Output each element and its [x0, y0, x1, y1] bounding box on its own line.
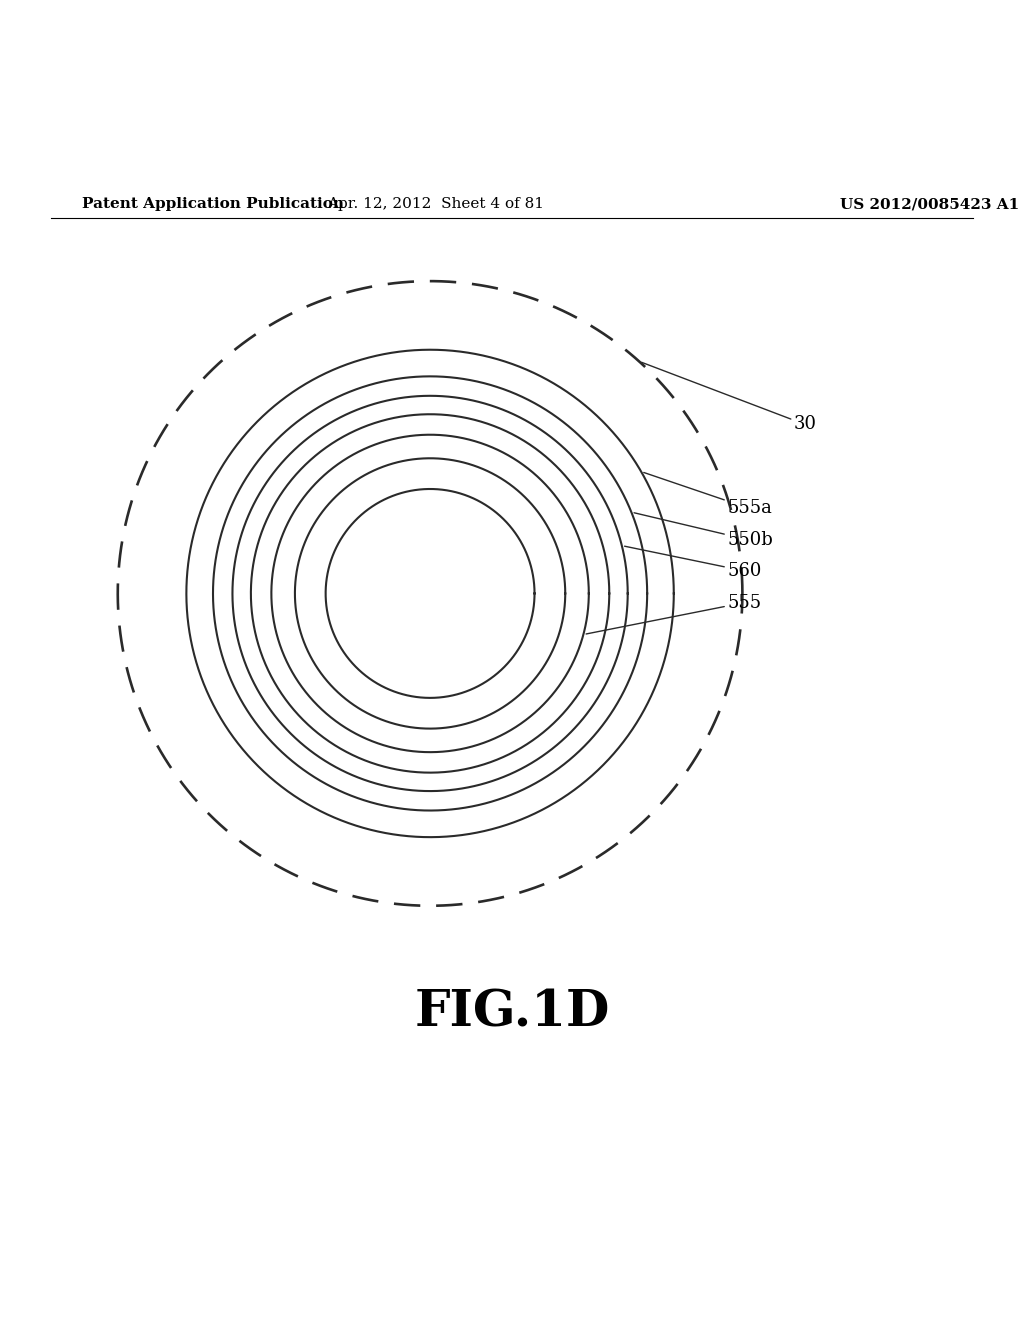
Text: 555: 555: [586, 594, 761, 634]
Text: US 2012/0085423 A1: US 2012/0085423 A1: [840, 197, 1019, 211]
Text: 555a: 555a: [644, 473, 772, 517]
Text: 550b: 550b: [634, 512, 773, 549]
Text: FIG.1D: FIG.1D: [415, 989, 609, 1038]
Text: Apr. 12, 2012  Sheet 4 of 81: Apr. 12, 2012 Sheet 4 of 81: [327, 197, 544, 211]
Text: 30: 30: [642, 362, 816, 433]
Text: Patent Application Publication: Patent Application Publication: [82, 197, 344, 211]
Text: 560: 560: [625, 546, 762, 579]
